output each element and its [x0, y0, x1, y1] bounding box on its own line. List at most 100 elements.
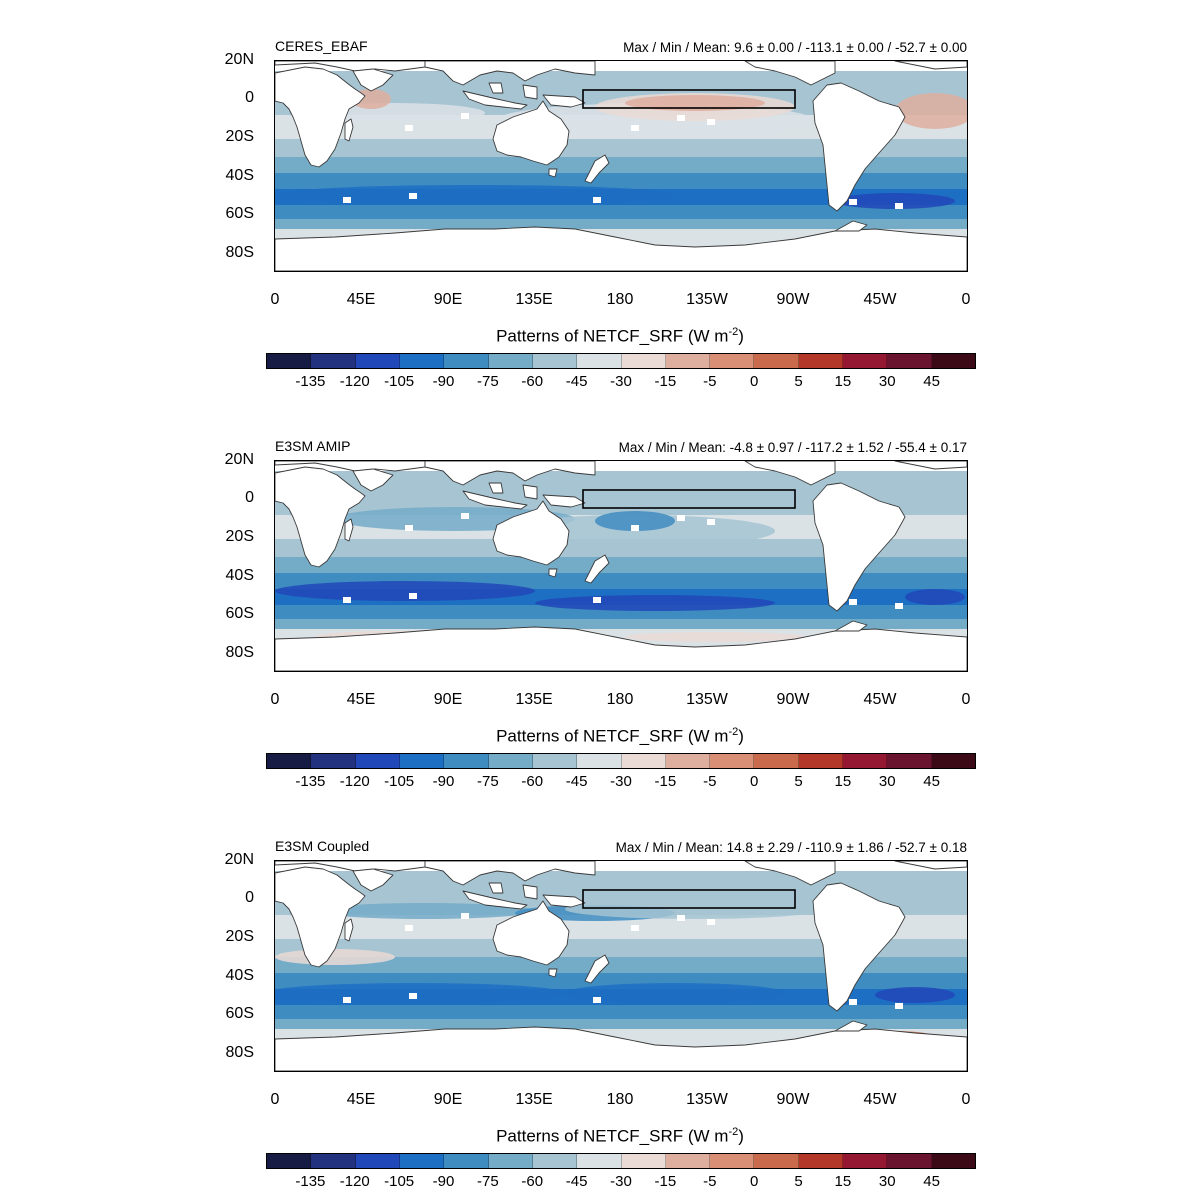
map-panel-amip: E3SM AMIP Max / Min / Mean: -4.8 ± 0.97 … [0, 400, 1200, 800]
land-peninsula [834, 1020, 868, 1032]
colorbar [266, 353, 976, 369]
colorbar-swatch [843, 754, 888, 768]
field-anomaly [315, 903, 535, 919]
panel-stats: Max / Min / Mean: -4.8 ± 0.97 / -117.2 ±… [618, 440, 967, 455]
colorbar-swatch [754, 354, 799, 368]
colorbar-tick-label: -45 [565, 1173, 588, 1190]
panel-title: CERES_EBAF [275, 38, 368, 54]
land-asia [424, 861, 596, 886]
island-mask [405, 525, 413, 531]
colorbar-swatch [444, 354, 489, 368]
land-samerica [812, 882, 906, 1012]
colorbar-swatch [399, 354, 445, 368]
island-mask [849, 199, 857, 205]
land-nz [584, 954, 610, 984]
colorbar-tick-label: -75 [477, 1173, 499, 1190]
field-anomaly [625, 632, 805, 642]
y-tick-label: 60S [225, 205, 254, 222]
land-namerica [744, 861, 836, 886]
field-band [275, 229, 967, 239]
land-nz [584, 554, 610, 584]
land-indonesia [462, 82, 586, 110]
colorbar-swatch [532, 754, 578, 768]
field-band [275, 1019, 967, 1029]
island-mask [677, 515, 685, 521]
island-mask [461, 913, 469, 919]
land-madagascar [344, 118, 354, 142]
x-tick-label: 45E [346, 691, 376, 708]
colorbar-tick-label: 30 [878, 773, 896, 790]
island-mask [405, 125, 413, 131]
colorbar-swatch [311, 754, 356, 768]
land-indonesia [462, 482, 586, 510]
colorbar-tick-label: -90 [432, 373, 455, 390]
island-mask [849, 599, 857, 605]
field-band [275, 619, 967, 629]
y-tick-label: 60S [225, 605, 254, 622]
land-asia [424, 461, 596, 486]
colorbar-swatch [444, 1154, 489, 1168]
colorbar [266, 753, 976, 769]
colorbar-swatch [887, 754, 932, 768]
x-tick-label: 90E [433, 291, 463, 308]
island-mask [895, 603, 903, 609]
x-tick-label: 45E [346, 291, 376, 308]
coastlines [275, 61, 967, 271]
panel-stats: Max / Min / Mean: 9.6 ± 0.00 / -113.1 ± … [623, 40, 967, 55]
colorbar-tick-label: 30 [878, 373, 896, 390]
land-samerica [812, 482, 906, 612]
y-tick-label: 20N [224, 51, 254, 68]
island-mask [343, 997, 351, 1003]
colorbar-swatch [798, 1154, 844, 1168]
y-tick-label: 20S [225, 128, 254, 145]
colorbar-swatch [710, 754, 755, 768]
y-tick-label: 0 [245, 889, 254, 906]
x-tick-label: 0 [270, 1091, 280, 1108]
land-antarctica [275, 626, 967, 671]
island-mask [343, 197, 351, 203]
land-tasmania [548, 568, 558, 578]
colorbar-tick-label: -105 [384, 373, 415, 390]
y-tick-label: 40S [225, 167, 254, 184]
colorbar-swatch [355, 754, 400, 768]
field-map [275, 61, 967, 271]
field-anomaly [275, 581, 535, 601]
island-mask [895, 1003, 903, 1009]
x-tick-label: 180 [606, 691, 634, 708]
island-mask [405, 925, 413, 931]
x-tick-label: 90W [776, 1091, 810, 1108]
panel-stats: Max / Min / Mean: 14.8 ± 2.29 / -110.9 ±… [615, 840, 967, 855]
island-mask [677, 115, 685, 121]
panel-title: E3SM AMIP [275, 438, 351, 454]
field-anomaly [895, 93, 967, 129]
land-africa [275, 866, 366, 968]
colorbar-swatch [621, 354, 666, 368]
field-anomaly [535, 595, 775, 611]
island-mask [707, 919, 715, 925]
map-area [274, 460, 968, 672]
y-tick-label: 80S [225, 244, 254, 261]
island-mask [409, 993, 417, 999]
land-madagascar [344, 918, 354, 942]
colorbar-tick-label: -45 [565, 773, 588, 790]
field-anomaly [875, 987, 955, 1003]
colorbar-tick-label: -15 [654, 773, 677, 790]
y-tick-label: 40S [225, 567, 254, 584]
land-tasmania [548, 968, 558, 978]
land-namerica [744, 61, 836, 86]
x-tick-label: 45E [346, 1091, 376, 1108]
field-band [275, 1005, 967, 1019]
island-mask [409, 593, 417, 599]
colorbar-title: Patterns of NETCF_SRF (W m-2) [496, 1126, 744, 1146]
land-samerica [812, 82, 906, 212]
y-tick-label: 0 [245, 489, 254, 506]
island-mask [593, 997, 601, 1003]
land-australia [492, 900, 570, 966]
land-nz [584, 154, 610, 184]
y-tick-label: 60S [225, 1005, 254, 1022]
colorbar-swatch [754, 754, 799, 768]
island-mask [631, 125, 639, 131]
nino-region-box [582, 89, 796, 109]
colorbar-tick-label: -60 [521, 1173, 544, 1190]
island-mask [593, 597, 601, 603]
